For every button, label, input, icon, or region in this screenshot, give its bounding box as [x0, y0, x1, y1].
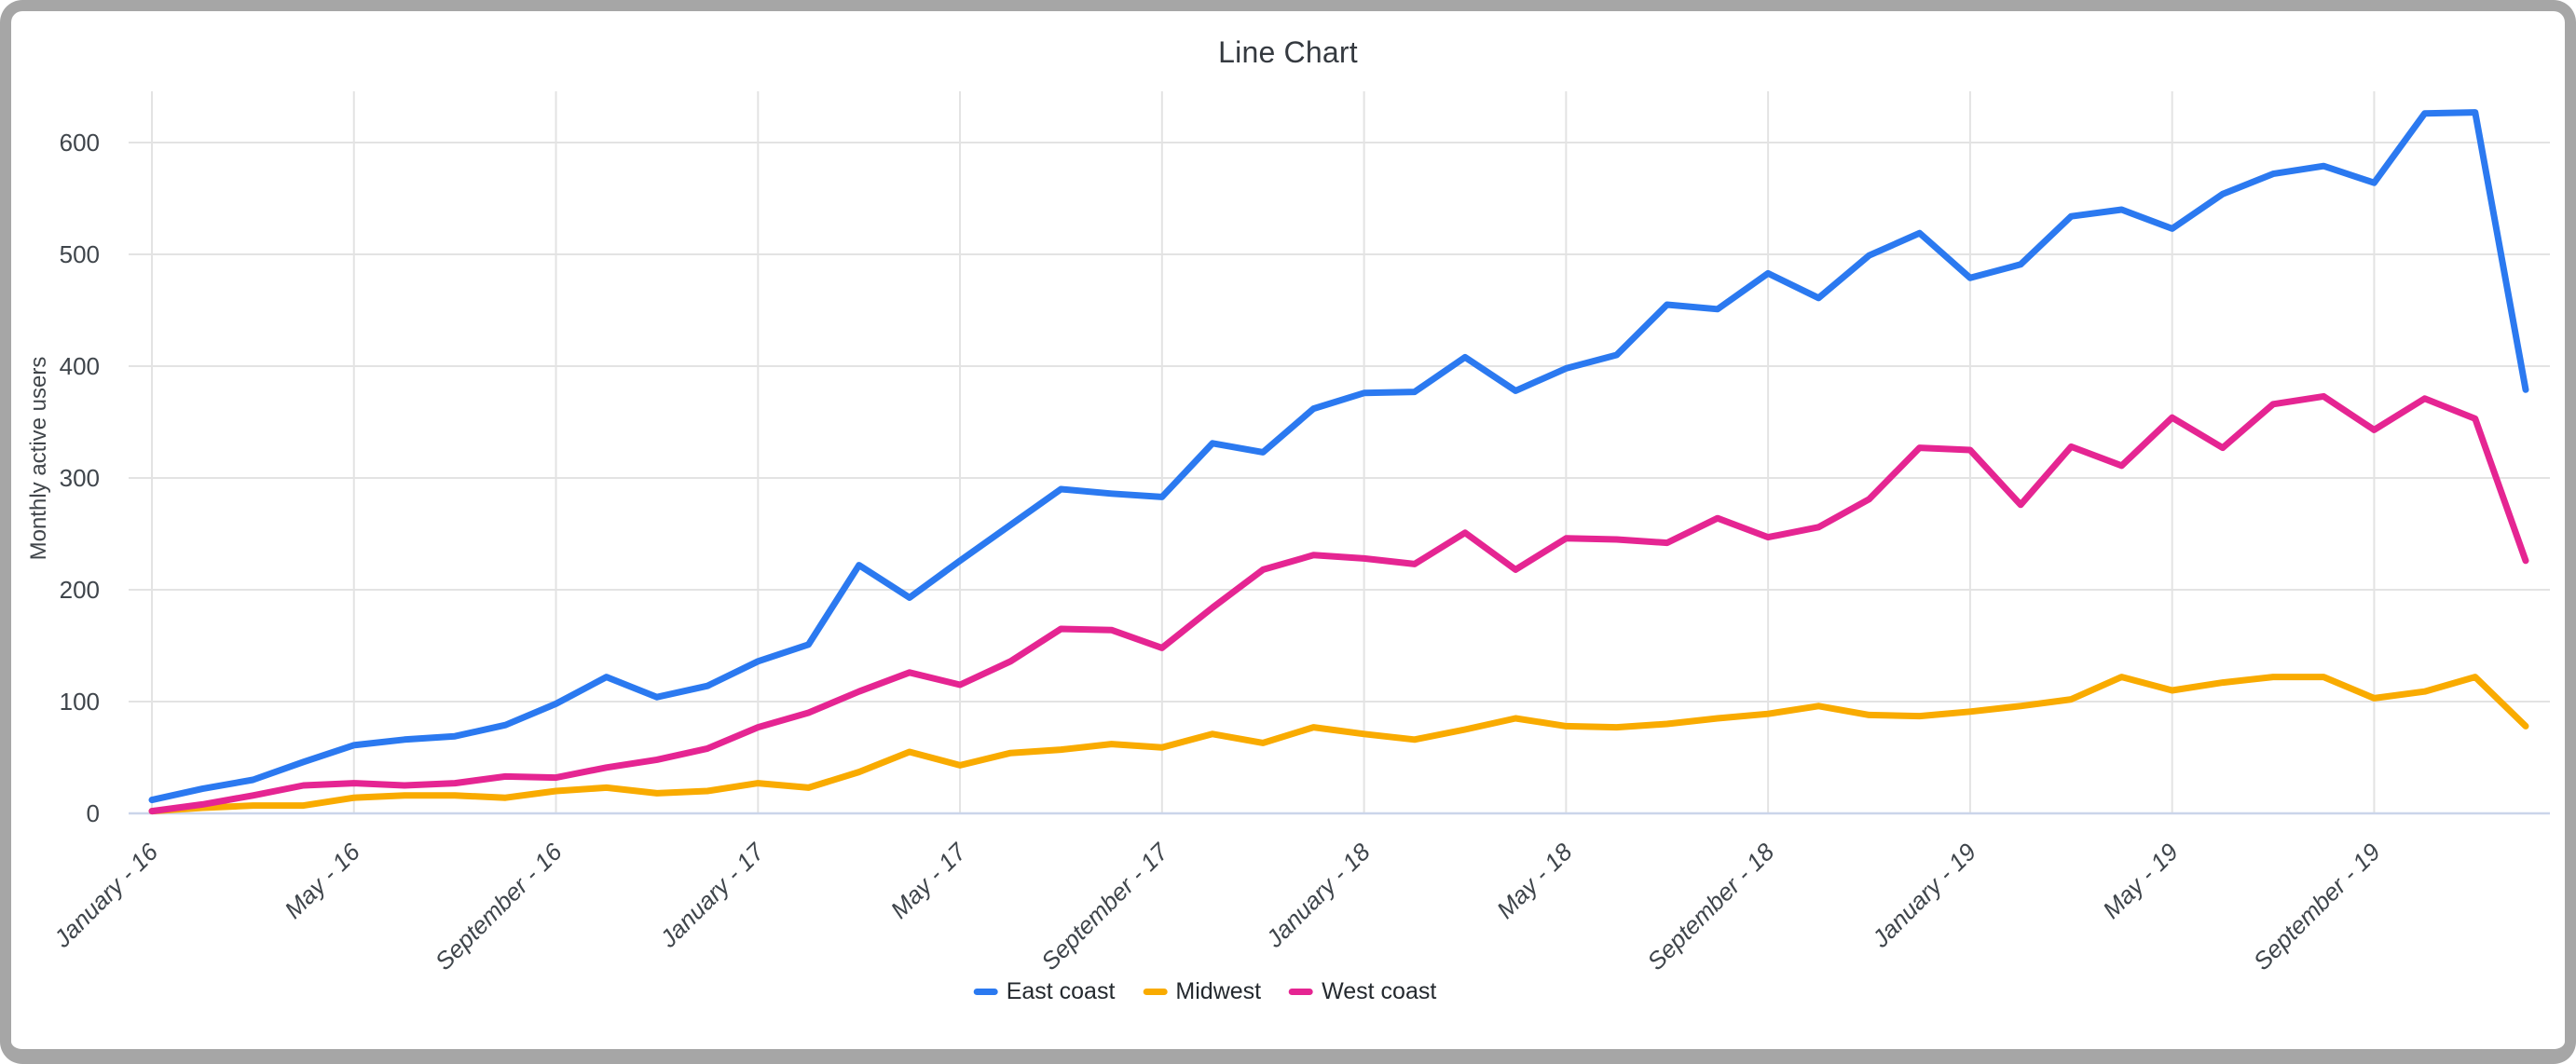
chart-title: Line Chart: [1218, 35, 1358, 69]
legend-item-midwest: Midwest: [1143, 978, 1261, 1005]
x-tick-label: January - 18: [1260, 838, 1376, 953]
y-axis-tick-labels: 0 100 200 300 400 500 600: [60, 129, 100, 827]
horizontal-gridlines: [129, 142, 2550, 703]
series-line-west-coast[interactable]: [148, 392, 2529, 815]
x-tick-label: January - 19: [1866, 838, 1981, 953]
legend-swatch: [1143, 989, 1168, 995]
legend-label: East coast: [1006, 978, 1116, 1004]
x-tick-label: September - 17: [1035, 837, 1174, 975]
chart-legend: East coast Midwest West coast: [973, 978, 1436, 1005]
x-tick-label: January - 16: [48, 838, 163, 953]
y-tick-label-400: 400: [60, 352, 100, 380]
x-tick-label: September - 16: [430, 838, 568, 975]
x-tick-label: May - 17: [885, 837, 973, 924]
x-tick-label: May - 19: [2097, 838, 2184, 924]
y-tick-label-500: 500: [60, 240, 100, 268]
series-line-east-coast[interactable]: [148, 109, 2529, 804]
x-tick-label: May - 18: [1491, 838, 1578, 924]
series-line-midwest[interactable]: [148, 674, 2529, 815]
x-tick-label: January - 17: [653, 837, 770, 953]
vertical-gridlines: [151, 91, 2376, 813]
y-tick-label-0: 0: [87, 799, 100, 827]
x-tick-label: September - 18: [1641, 838, 1779, 975]
y-tick-label-100: 100: [60, 688, 100, 716]
legend-swatch: [1289, 989, 1314, 995]
series-lines: [148, 109, 2529, 815]
x-tick-label: September - 19: [2248, 838, 2386, 975]
y-tick-label-300: 300: [60, 464, 100, 492]
legend-item-west-coast: West coast: [1289, 978, 1436, 1005]
x-tick-label: May - 16: [279, 838, 365, 924]
legend-label: Midwest: [1175, 978, 1262, 1004]
y-tick-label-600: 600: [60, 129, 100, 157]
legend-swatch: [973, 989, 998, 995]
y-tick-label-200: 200: [60, 576, 100, 604]
x-axis-tick-labels: January - 16 May - 16 September - 16 Januar…: [48, 837, 2386, 975]
legend-label: West coast: [1322, 978, 1437, 1004]
legend-item-east-coast: East coast: [973, 978, 1116, 1005]
